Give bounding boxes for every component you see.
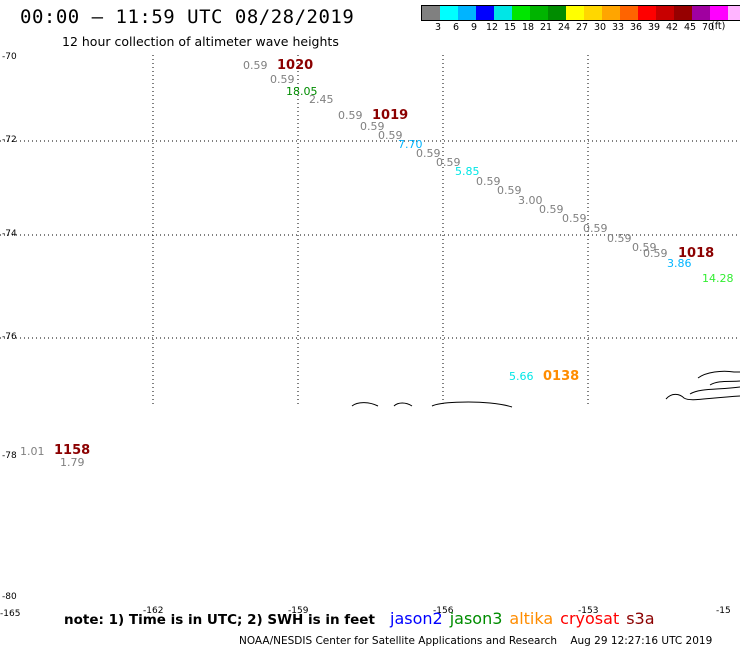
legend-tick-label: 6 [452,22,460,33]
wave-height-value: 3.86 [667,257,692,270]
legend-swatch [656,6,674,20]
latitude-label: -70 [2,52,17,62]
legend-swatch [728,6,740,20]
latitude-label: -74 [2,229,17,239]
wave-height-value: 5.66 [509,370,534,383]
coastline [351,370,740,408]
time-label: 1019 [372,108,409,123]
wave-height-value: 0.59 [643,247,668,260]
legend-tick-label: 30 [593,22,607,33]
longitude-label: -165 [0,609,21,619]
latitude-label: -78 [2,451,17,461]
longitude-label: -156 [433,606,454,616]
wave-height-value: 0.59 [416,147,441,160]
legend-swatch [620,6,638,20]
time-label: 1020 [277,58,314,73]
legend-swatch [494,6,512,20]
wave-height-value: 18.05 [286,85,318,98]
wave-height-value: 0.59 [243,59,268,72]
gridlines [0,55,740,405]
wave-height-value: 0.59 [607,232,632,245]
wave-height-value: 0.59 [338,109,363,122]
wave-height-value: 0.59 [270,73,295,86]
legend-tick-label: 42 [665,22,679,33]
legend-swatch [638,6,656,20]
units-note: note: 1) Time is in UTC; 2) SWH is in fe… [64,612,375,628]
wave-height-value: 0.59 [436,156,461,169]
legend-swatch [584,6,602,20]
satellite-name: altika [509,609,554,628]
legend-swatch [458,6,476,20]
wave-height-value: 1.01 [20,445,45,458]
wave-height-value: 0.59 [378,129,403,142]
legend-unit: (ft) [711,21,726,32]
satellite-name: jason2 [390,609,443,628]
wave-height-value: 1.79 [60,456,85,469]
satellite-name: jason3 [449,609,503,628]
legend-tick-label: 24 [557,22,571,33]
color-scale-legend [421,5,740,21]
wave-height-value: 7.70 [398,138,423,151]
legend-tick-label: 36 [629,22,643,33]
time-label: 0138 [543,369,580,384]
wave-height-value: 5.85 [455,165,480,178]
latitude-label: -80 [2,592,17,602]
wave-height-value: 2.45 [309,93,334,106]
legend-swatch [602,6,620,20]
time-label: 1158 [54,443,91,458]
legend-swatch [530,6,548,20]
legend-labels: 3 6 9 12 15 18 21 24 27 30 33 36 39 42 45 70 [421,22,740,34]
wave-height-value: 0.59 [562,212,587,225]
wave-height-value: 0.59 [360,120,385,133]
legend-tick-label: 27 [575,22,589,33]
longitude-label: -159 [288,606,309,616]
wave-height-value: 3.00 [518,194,543,207]
legend-swatch [548,6,566,20]
satellite-name: s3a [626,609,655,628]
wave-height-value: 0.59 [497,184,522,197]
latitude-label: -72 [2,135,17,145]
wave-height-value: 0.59 [539,203,564,216]
legend-swatch [710,6,728,20]
legend-tick-label: 18 [521,22,535,33]
legend-tick-label: 21 [539,22,553,33]
satellite-name: cryosat [560,609,620,628]
wave-height-value: 0.59 [632,241,657,254]
map-subtitle: 12 hour collection of altimeter wave hei… [62,34,339,49]
satellite-legend: jason2 jason3 altika cryosat s3a [390,609,662,628]
legend-swatch [674,6,692,20]
legend-tick-label: 9 [470,22,478,33]
map-title: 00:00 – 11:59 UTC 08/28/2019 [20,6,355,28]
wave-height-value: 0.59 [583,222,608,235]
legend-tick-label: 39 [647,22,661,33]
longitude-label: -15 [716,606,731,616]
footer-credit: NOAA/NESDIS Center for Satellite Applica… [239,635,713,647]
wave-height-value: 14.28 [702,272,734,285]
legend-swatch [692,6,710,20]
longitude-label: -162 [143,606,164,616]
legend-tick-label: 33 [611,22,625,33]
legend-tick-label: 70 [701,22,715,33]
legend-tick-label: 15 [503,22,517,33]
legend-swatch [422,6,440,20]
legend-swatch [476,6,494,20]
latitude-label: -76 [2,332,17,342]
legend-tick-label: 3 [434,22,442,33]
legend-swatch [566,6,584,20]
time-label: 1018 [678,246,715,261]
longitude-label: -153 [578,606,599,616]
legend-swatch [440,6,458,20]
legend-tick-label: 45 [683,22,697,33]
legend-swatch [512,6,530,20]
legend-tick-label: 12 [485,22,499,33]
wave-height-value: 0.59 [476,175,501,188]
